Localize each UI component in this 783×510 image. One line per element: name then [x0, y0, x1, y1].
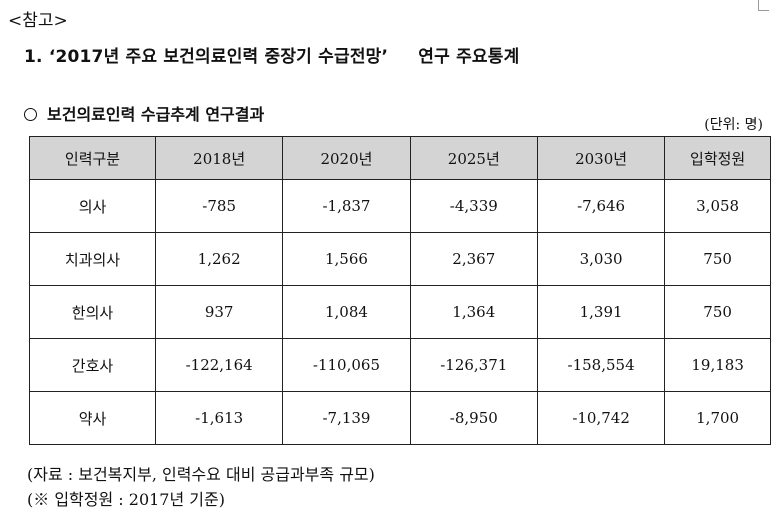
circle-bullet-icon: [24, 108, 37, 121]
table-row: 의사 -785 -1,837 -4,339 -7,646 3,058: [29, 179, 771, 233]
header-cell: 인력구분: [29, 136, 156, 180]
table-cell: -4,339: [409, 179, 538, 233]
row-label: 간호사: [29, 338, 156, 392]
table-cell: 2,367: [409, 232, 538, 286]
table-row: 간호사 -122,164 -110,065 -126,371 -158,554 …: [29, 338, 771, 392]
table-row: 한의사 937 1,084 1,364 1,391 750: [29, 285, 771, 339]
table-cell: -158,554: [536, 338, 666, 392]
row-label: 의사: [29, 179, 156, 233]
workforce-table: 인력구분 2018년 2020년 2025년 2030년 입학정원 의사 -78…: [29, 136, 771, 445]
table-cell: 750: [664, 285, 771, 339]
table-cell: 1,700: [664, 391, 771, 445]
table-cell: -7,139: [282, 391, 411, 445]
table-row: 치과의사 1,262 1,566 2,367 3,030 750: [29, 232, 771, 286]
subheading: 보건의료인력 수급추계 연구결과: [24, 101, 264, 125]
table-cell: 1,084: [282, 285, 411, 339]
header-cell: 2030년: [536, 136, 666, 180]
table-cell: 1,566: [282, 232, 411, 286]
section-heading: 1. ‘2017년 주요 보건의료인력 중장기 수급전망’ 연구 주요통계: [24, 42, 519, 67]
table-cell: -110,065: [282, 338, 411, 392]
table-cell: 750: [664, 232, 771, 286]
row-label: 한의사: [29, 285, 156, 339]
footnote: (※ 입학정원 : 2017년 기준): [27, 490, 225, 509]
table-cell: 937: [154, 285, 284, 339]
reference-label: <참고>: [8, 11, 68, 31]
table-cell: 1,262: [154, 232, 284, 286]
table-cell: 1,391: [536, 285, 666, 339]
table-cell: -122,164: [154, 338, 284, 392]
heading-tail: 연구 주요통계: [418, 47, 520, 67]
table-row: 약사 -1,613 -7,139 -8,950 -10,742 1,700: [29, 391, 771, 445]
table-cell: 19,183: [664, 338, 771, 392]
source-note: (자료 : 보건복지부, 인력수요 대비 공급과부족 규모): [27, 465, 375, 484]
header-cell: 2020년: [282, 136, 411, 180]
table-cell: -785: [154, 179, 284, 233]
heading-number: 1.: [24, 47, 43, 67]
table-cell: 3,030: [536, 232, 666, 286]
table-cell: -1,837: [282, 179, 411, 233]
subheading-text: 보건의료인력 수급추계 연구결과: [47, 105, 265, 124]
header-cell: 2018년: [154, 136, 284, 180]
table-cell: -1,613: [154, 391, 284, 445]
unit-label: (단위: 명): [704, 117, 763, 133]
table-cell: -126,371: [409, 338, 538, 392]
heading-title: ‘2017년 주요 보건의료인력 중장기 수급전망’: [48, 47, 389, 67]
header-cell: 2025년: [409, 136, 538, 180]
table-cell: -10,742: [536, 391, 666, 445]
table-cell: -8,950: [409, 391, 538, 445]
table-cell: 3,058: [664, 179, 771, 233]
page-corner-mark: [758, 0, 769, 11]
header-cell: 입학정원: [664, 136, 771, 180]
row-label: 치과의사: [29, 232, 156, 286]
table-header-row: 인력구분 2018년 2020년 2025년 2030년 입학정원: [29, 136, 771, 180]
row-label: 약사: [29, 391, 156, 445]
table-cell: -7,646: [536, 179, 666, 233]
table-cell: 1,364: [409, 285, 538, 339]
